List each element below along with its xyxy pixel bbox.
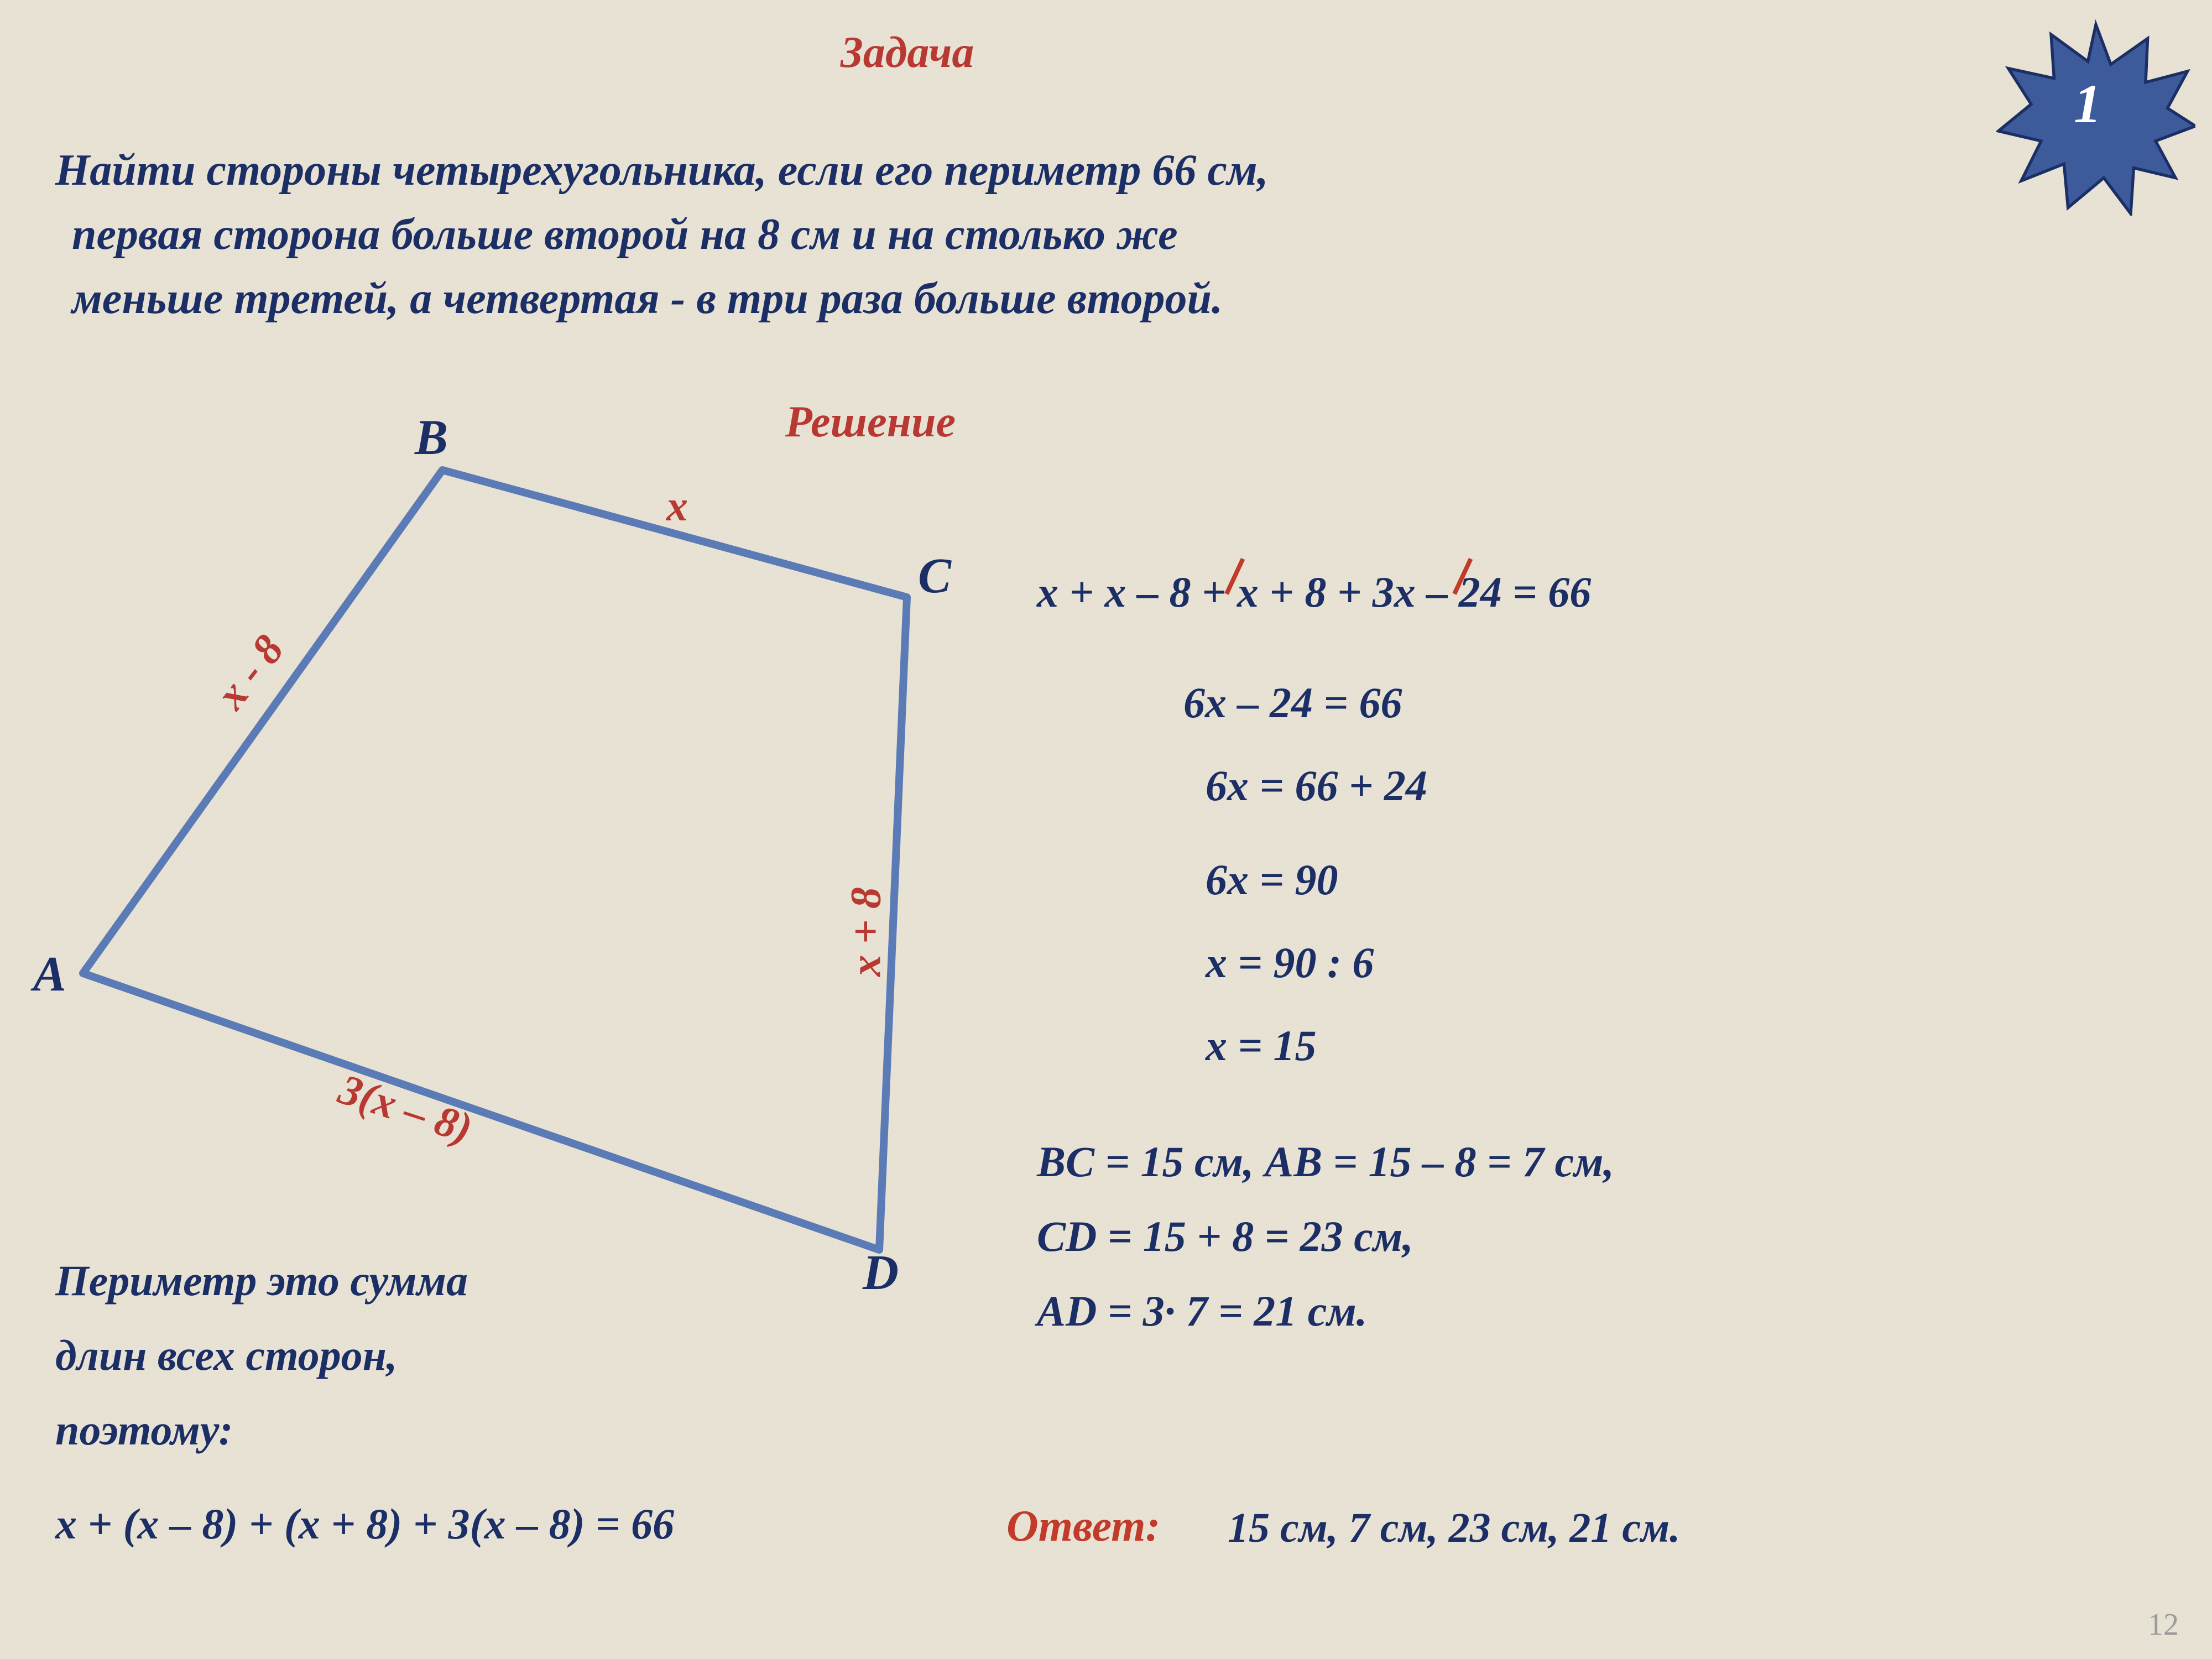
vertex-c: С xyxy=(918,547,951,604)
quadrilateral-diagram xyxy=(0,0,1051,940)
side-cd-label: x + 8 xyxy=(841,887,891,976)
result-2: CD = 15 + 8 = 23 см, xyxy=(1037,1214,1413,1259)
vertex-b: В xyxy=(415,409,448,466)
result-3: AD = 3· 7 = 21 см. xyxy=(1037,1288,1367,1334)
vertex-d: D xyxy=(863,1244,899,1301)
answer-label: Ответ: xyxy=(1006,1501,1160,1552)
perimeter-equation: x + (x – 8) + (x + 8) + 3(x – 8) = 66 xyxy=(55,1501,674,1547)
star-number: 1 xyxy=(2074,72,2101,135)
equation-1: x + x – 8 + x + 8 + 3x – 24 = 66 xyxy=(1037,570,1591,615)
equation-5: x = 90 : 6 xyxy=(1206,940,1374,985)
result-1: BC = 15 см, AB = 15 – 8 = 7 см, xyxy=(1037,1139,1614,1185)
equation-3: 6x = 66 + 24 xyxy=(1206,763,1427,808)
side-ad-label: 3(x – 8) xyxy=(333,1064,478,1154)
equation-2: 6x – 24 = 66 xyxy=(1183,680,1402,726)
answer-text: 15 см, 7 см, 23 см, 21 см. xyxy=(1228,1504,1680,1552)
perimeter-note-3: поэтому: xyxy=(55,1407,233,1453)
page-number: 12 xyxy=(2148,1607,2179,1642)
perimeter-note-1: Периметр это сумма xyxy=(55,1258,468,1303)
vertex-a: А xyxy=(33,946,66,1003)
equation-4: 6x = 90 xyxy=(1206,857,1338,902)
equation-6: x = 15 xyxy=(1206,1023,1316,1068)
perimeter-note-2: длин всех сторон, xyxy=(55,1333,397,1378)
side-bc-label: x xyxy=(666,481,688,531)
